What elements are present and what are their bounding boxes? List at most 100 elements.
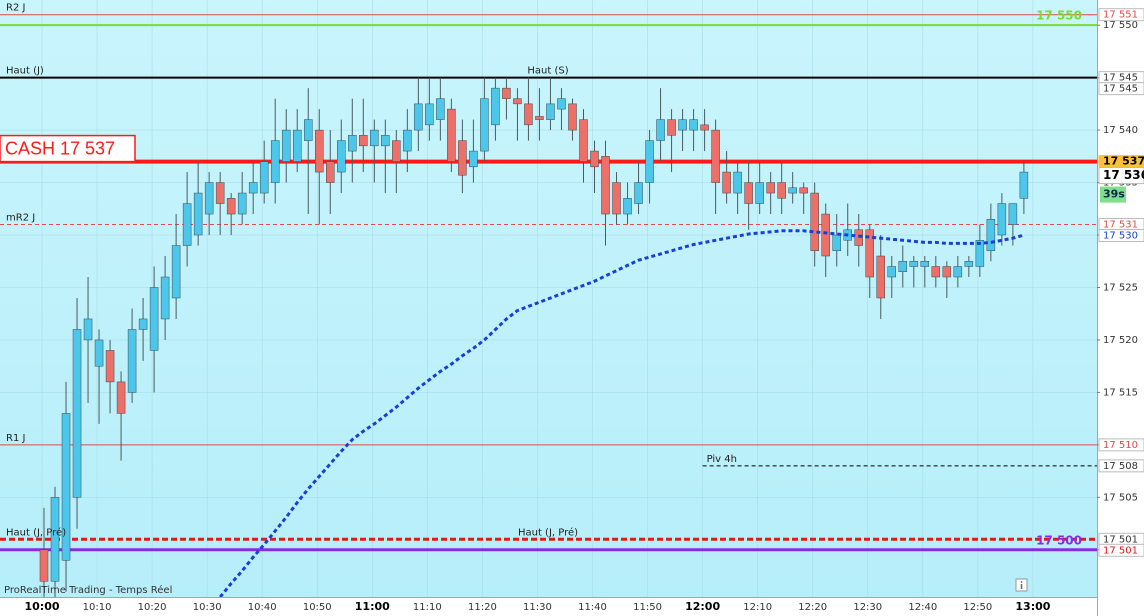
candle-body — [579, 119, 588, 162]
candle-body — [292, 129, 302, 162]
candle-body — [337, 140, 346, 173]
x-tick-label: 11:30 — [523, 602, 552, 613]
x-tick-label: 11:20 — [468, 602, 497, 613]
candle-body — [270, 140, 280, 183]
candle-body — [1019, 171, 1029, 199]
price-tag-label: 17 536 — [1103, 168, 1144, 182]
candle-body — [182, 203, 192, 246]
candle-body — [667, 119, 676, 136]
candle-body — [315, 129, 324, 173]
candle-body — [612, 182, 621, 215]
candle-body — [777, 182, 786, 199]
candle-body — [986, 219, 996, 252]
candle-body — [502, 87, 511, 99]
candle-body — [149, 287, 159, 351]
candle-body — [557, 98, 566, 110]
level-label: R2 J — [6, 3, 25, 14]
price-tag — [1098, 8, 1144, 22]
overlay: R2 J 17 550 Haut (J) Haut (S) CASH 17 537 mR2… — [0, 3, 1082, 547]
candle-body — [887, 266, 897, 278]
candle-body — [876, 255, 886, 299]
y-axis-area — [1097, 0, 1144, 616]
price-tag — [1098, 229, 1144, 243]
candle-body — [403, 129, 412, 152]
y-tick-label: 17 520 — [1103, 335, 1138, 346]
candle-body — [414, 103, 423, 131]
candle-body — [160, 276, 170, 320]
x-axis-area — [0, 597, 1097, 616]
x-tick-label: 10:20 — [138, 602, 167, 613]
level-label: Haut (J) — [6, 66, 44, 77]
candle-body — [953, 266, 963, 278]
candle-body — [865, 229, 874, 278]
y-tick-label: 17 515 — [1103, 387, 1138, 398]
candle-body — [171, 245, 181, 299]
x-tick-label: 12:20 — [798, 602, 827, 613]
x-tick-label: 12:10 — [743, 602, 772, 613]
x-tick-label: 12:30 — [853, 602, 882, 613]
candle-body — [370, 129, 379, 147]
candle-body — [458, 140, 467, 176]
candle-body — [788, 187, 797, 194]
candle-body — [524, 103, 533, 126]
levels — [0, 14, 1097, 552]
y-tick-label: 17 550 — [1103, 20, 1138, 31]
level-value-label: 17 550 — [1036, 9, 1082, 23]
candle-body — [94, 339, 104, 367]
candle-body — [700, 124, 709, 131]
candle-body — [491, 87, 500, 126]
price-tag — [1098, 459, 1144, 473]
x-tick-label: 10:40 — [248, 602, 277, 613]
x-tick-label: 12:00 — [685, 600, 720, 613]
candle-body — [623, 198, 632, 215]
price-tag-label: 17 510 — [1103, 440, 1138, 451]
candle-body — [799, 187, 808, 194]
level-value-label: 17 500 — [1036, 533, 1082, 547]
level-label: Haut (S) — [527, 66, 568, 77]
candle-body — [348, 135, 357, 152]
y-tick-label: 17 505 — [1103, 492, 1138, 503]
candle-body — [116, 381, 126, 414]
candle-body — [964, 261, 974, 267]
candle-body — [359, 135, 368, 147]
countdown: 39s — [1103, 188, 1125, 201]
candle-body — [72, 329, 82, 498]
price-tag-label: 17 508 — [1103, 461, 1138, 472]
candle-body — [39, 549, 49, 582]
price-tag — [1098, 438, 1144, 452]
candle-body — [226, 198, 236, 215]
candle-body — [469, 150, 478, 168]
price-tag-label: 17 545 — [1103, 84, 1138, 95]
candle-body — [1008, 203, 1018, 225]
candle-body — [83, 318, 93, 341]
price-tag-label: 17 501 — [1103, 545, 1138, 556]
candle-body — [766, 182, 775, 194]
y-tick-label: 17 525 — [1103, 282, 1138, 293]
candle-body — [105, 350, 115, 383]
candle-body — [601, 156, 610, 215]
candle-body — [678, 119, 687, 131]
candle-body — [546, 103, 555, 120]
candle-body — [920, 261, 930, 267]
price-tag-label: 17 551 — [1103, 10, 1138, 21]
level-label: Haut (J, Pré) — [518, 526, 578, 538]
candle-body — [832, 234, 841, 252]
price-tag-label: 17 537 — [1103, 155, 1144, 168]
candle-body — [61, 413, 71, 561]
level-label: R1 J — [6, 433, 25, 444]
candle-body — [480, 98, 489, 152]
price-tag-label: 17 530 — [1103, 231, 1138, 242]
candle-body — [898, 261, 908, 272]
x-tick-label: 10:30 — [193, 602, 222, 613]
candle-body — [942, 266, 952, 278]
candle-body — [821, 213, 830, 257]
price-tag-label: 17 545 — [1103, 73, 1138, 84]
candle-body — [513, 98, 522, 105]
x-tick-label: 12:40 — [908, 602, 937, 613]
candle-body — [215, 182, 225, 204]
candle-body — [237, 192, 247, 215]
candle-body — [854, 229, 863, 246]
x-tick-label: 11:10 — [413, 602, 442, 613]
candle-body — [931, 266, 941, 278]
